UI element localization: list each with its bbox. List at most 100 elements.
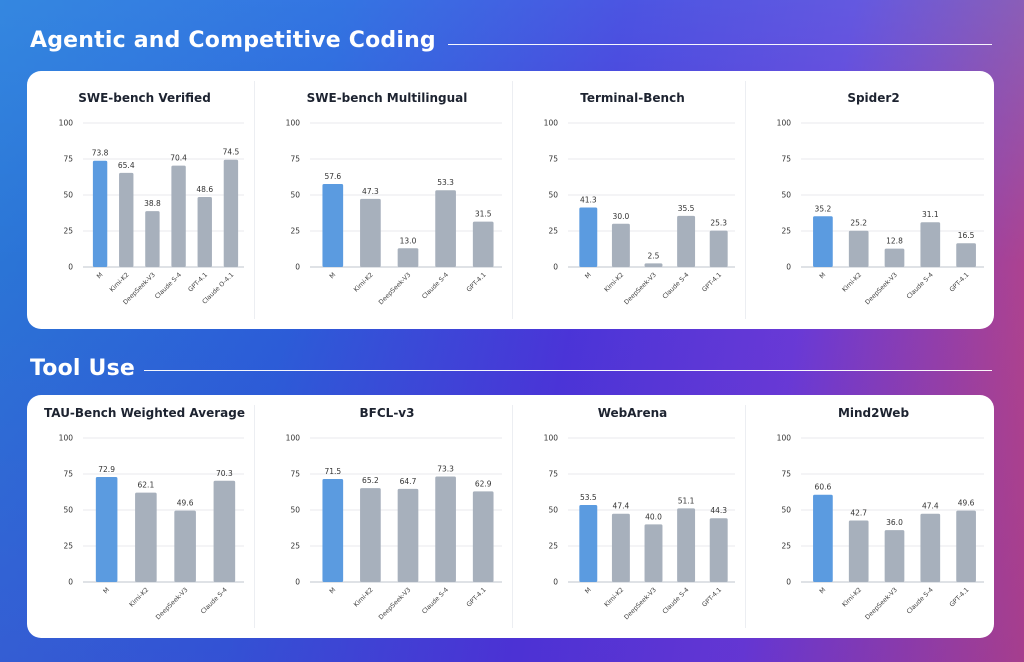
value-label: 2.5	[648, 251, 660, 260]
bar-claude-s-4	[171, 165, 186, 267]
value-label: 64.7	[400, 477, 417, 486]
value-label: 70.4	[170, 154, 187, 163]
value-label: 74.5	[223, 148, 240, 157]
value-label: 31.1	[922, 210, 939, 219]
chart-plot: 0 25 50 75 100 35.2 M 25.2 Kimi-K2 12.8 DeepSeek-V…	[777, 119, 984, 306]
y-tick-label: 25	[548, 227, 558, 236]
y-tick-label: 75	[290, 155, 300, 164]
bar-kimi-k2	[360, 198, 381, 267]
y-tick-label: 25	[290, 227, 300, 236]
bar-m	[92, 160, 108, 267]
bar-claude-o-4-1	[223, 159, 239, 267]
y-tick-label: 75	[781, 470, 791, 479]
category-label: DeepSeek-V3	[864, 586, 899, 621]
y-tick-label: 0	[295, 578, 300, 587]
y-tick-label: 50	[548, 506, 558, 515]
bar-gpt-4-1	[472, 491, 494, 582]
category-label: Kimi-K2	[603, 271, 625, 293]
bar-m	[813, 216, 833, 267]
bar-deepseek-v3	[397, 488, 419, 582]
category-label: GPT-4.1	[466, 586, 488, 608]
y-tick-label: 0	[786, 263, 791, 272]
value-label: 47.3	[362, 187, 379, 196]
y-tick-label: 25	[548, 542, 558, 551]
chart-mind2web: Mind2Web 0 25 50 75 100 60.6 M 42.7 Kimi-K2 36.0 De…	[745, 395, 994, 638]
chart-spider2: Spider2 0 25 50 75 100 35.2 M 25.2 Kimi-K2 12.8 Dee…	[745, 71, 994, 329]
value-label: 71.5	[324, 467, 341, 476]
chart-separator	[745, 81, 746, 319]
value-label: 49.6	[177, 499, 194, 508]
value-label: 36.0	[886, 518, 903, 527]
y-tick-label: 100	[286, 434, 301, 443]
value-label: 25.3	[710, 219, 727, 228]
category-label: Claude S-4	[154, 271, 183, 300]
bar-kimi-k2	[611, 513, 630, 582]
category-label: DeepSeek-V3	[623, 271, 658, 306]
chart-title: BFCL-v3	[359, 406, 415, 420]
category-label: Claude S-4	[421, 586, 450, 615]
y-tick-label: 50	[63, 191, 73, 200]
value-label: 31.5	[475, 210, 492, 219]
bar-m	[813, 494, 833, 582]
y-tick-label: 100	[777, 434, 792, 443]
value-label: 65.4	[118, 161, 135, 170]
category-label: Kimi-K2	[128, 586, 150, 608]
value-label: 49.6	[958, 499, 975, 508]
chart-separator	[745, 405, 746, 628]
chart-separator	[254, 81, 255, 319]
category-label: Claude S-4	[906, 586, 935, 615]
y-tick-label: 50	[548, 191, 558, 200]
value-label: 13.0	[400, 236, 417, 245]
chart-tau-bench-weighted-average: TAU-Bench Weighted Average 0 25 50 75 100 72.9…	[27, 395, 254, 638]
value-label: 47.4	[922, 502, 939, 511]
bar-deepseek-v3	[174, 510, 196, 582]
y-tick-label: 50	[781, 191, 791, 200]
category-label: Claude S-4	[200, 586, 229, 615]
category-label: M	[819, 271, 828, 280]
category-label: Kimi-K2	[109, 271, 131, 293]
bar-deepseek-v3	[884, 248, 905, 267]
section-title-tool-use: Tool Use	[30, 356, 135, 381]
category-label: GPT-4.1	[948, 271, 970, 293]
value-label: 35.5	[678, 204, 695, 213]
value-label: 51.1	[678, 496, 695, 505]
y-tick-label: 75	[290, 470, 300, 479]
y-tick-label: 25	[290, 542, 300, 551]
category-label: Claude S-4	[661, 586, 690, 615]
bar-claude-s-4	[435, 190, 456, 267]
category-label: Kimi-K2	[841, 271, 863, 293]
value-label: 47.4	[613, 502, 630, 511]
category-label: M	[102, 586, 111, 595]
chart-plot: 025507510073.8M65.4Kimi-K238.8DeepSeek-V…	[59, 119, 244, 306]
chart-title: SWE-bench Multilingual	[306, 91, 468, 105]
y-tick-label: 0	[68, 263, 73, 272]
value-label: 41.3	[580, 196, 597, 205]
category-label: M	[328, 271, 337, 280]
value-label: 62.9	[475, 479, 492, 488]
bar-gpt-4-1	[472, 221, 494, 267]
section-divider-coding	[448, 44, 992, 45]
y-tick-label: 0	[553, 578, 558, 587]
category-label: Kimi-K2	[841, 586, 863, 608]
value-label: 60.6	[815, 483, 832, 492]
category-label: GPT-4.1	[187, 271, 209, 293]
category-label: M	[96, 271, 105, 280]
chart-separator	[512, 81, 513, 319]
bar-m	[322, 479, 344, 582]
chart-bfcl-v3: BFCL-v3 0 25 50 75 100 71.5 M 65.2 Kimi-K2 64.7 Dee…	[254, 395, 512, 638]
value-label: 25.2	[850, 219, 867, 228]
value-label: 53.3	[437, 178, 454, 187]
value-label: 65.2	[362, 476, 379, 485]
value-label: 62.1	[138, 481, 155, 490]
value-label: 42.7	[850, 509, 867, 518]
value-label: 44.3	[710, 506, 727, 515]
bar-m	[579, 504, 598, 582]
bar-claude-s-4	[677, 215, 696, 267]
y-tick-label: 50	[781, 506, 791, 515]
category-label: DeepSeek-V3	[155, 586, 190, 621]
y-tick-label: 75	[548, 155, 558, 164]
chart-plot: 0 25 50 75 100 41.3 M 30.0 Kimi-K2 2.5 DeepSeek-V3…	[544, 119, 735, 306]
category-label: Claude S-4	[661, 271, 690, 300]
y-tick-label: 0	[68, 578, 73, 587]
category-label: GPT-4.1	[948, 586, 970, 608]
